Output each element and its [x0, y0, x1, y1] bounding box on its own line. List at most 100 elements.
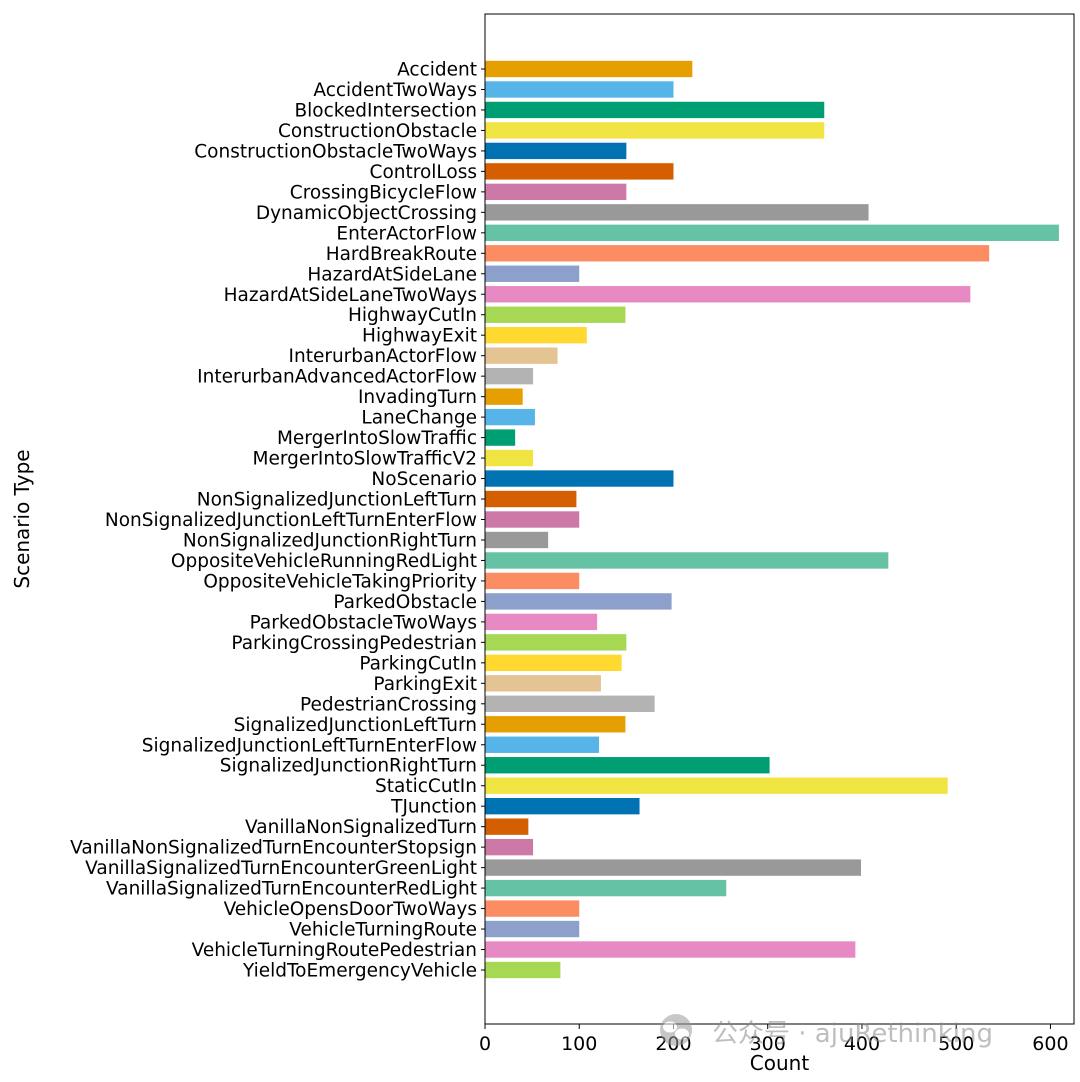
category-label: EnterActorFlow [336, 223, 477, 244]
bar-ParkingCutIn [485, 654, 622, 672]
category-label: InterurbanAdvancedActorFlow [197, 367, 477, 388]
category-label: LaneChange [361, 408, 477, 429]
x-tick-label: 300 [750, 1033, 786, 1055]
bar-Accident [485, 60, 693, 78]
bar-TJunction [485, 797, 640, 815]
bar-VehicleTurningRoute [485, 920, 580, 938]
bar-ParkedObstacle [485, 593, 672, 610]
category-label: ControlLoss [370, 162, 477, 183]
category-label: VanillaSignalizedTurnEncounterRedLight [106, 879, 477, 900]
bar-MergerIntoSlowTrafficV2 [485, 449, 534, 467]
x-tick-label: 500 [938, 1033, 974, 1055]
category-label: ParkingCutIn [359, 653, 477, 674]
category-label: HighwayExit [362, 326, 477, 347]
bar-HighwayCutIn [485, 306, 626, 323]
bar-HighwayExit [485, 327, 587, 344]
bar-VehicleOpensDoorTwoWays [485, 900, 580, 917]
bar-StaticCutIn [485, 777, 948, 794]
bar-VanillaSignalizedTurnEncounterGreenLight [485, 859, 862, 876]
category-label: ConstructionObstacle [278, 121, 477, 142]
category-labels: AccidentAccidentTwoWaysBlockedIntersecti… [70, 60, 477, 982]
category-label: MergerIntoSlowTrafficV2 [253, 449, 477, 470]
category-label: TJunction [390, 797, 477, 818]
bar-HardBreakRoute [485, 245, 990, 262]
category-label: VehicleTurningRoute [289, 920, 477, 941]
x-tick-label: 100 [561, 1033, 597, 1055]
bars-layer [485, 60, 1059, 979]
bar-OppositeVehicleTakingPriority [485, 572, 580, 590]
category-label: VehicleTurningRoutePedestrian [192, 940, 477, 961]
category-label: AccidentTwoWays [313, 80, 477, 101]
bar-HazardAtSideLane [485, 265, 580, 282]
category-label: VanillaNonSignalizedTurnEncounterStopsig… [70, 838, 477, 859]
bar-NonSignalizedJunctionLeftTurn [485, 490, 577, 508]
bar-SignalizedJunctionRightTurn [485, 757, 770, 774]
bar-CrossingBicycleFlow [485, 183, 627, 201]
bar-EnterActorFlow [485, 224, 1059, 242]
bar-YieldToEmergencyVehicle [485, 961, 561, 979]
bar-ParkingExit [485, 675, 601, 692]
category-label: VehicleOpensDoorTwoWays [224, 899, 477, 920]
category-label: HardBreakRoute [326, 244, 477, 265]
category-label: MergerIntoSlowTraffic [277, 428, 477, 449]
bar-DynamicObjectCrossing [485, 204, 869, 221]
category-label: VanillaNonSignalizedTurn [245, 817, 477, 838]
bar-InterurbanAdvancedActorFlow [485, 367, 534, 385]
category-label: NonSignalizedJunctionLeftTurnEnterFlow [105, 510, 477, 531]
category-label: VanillaSignalizedTurnEncounterGreenLight [85, 858, 477, 879]
category-label: ParkingExit [373, 674, 477, 695]
x-tick-label: 600 [1032, 1033, 1068, 1055]
category-label: Accident [397, 60, 477, 81]
bar-NonSignalizedJunctionLeftTurnEnterFlow [485, 511, 580, 528]
bar-InvadingTurn [485, 388, 523, 405]
category-label: OppositeVehicleTakingPriority [203, 571, 477, 592]
category-label: HazardAtSideLane [307, 264, 477, 285]
bar-VehicleTurningRoutePedestrian [485, 941, 856, 958]
bar-ConstructionObstacleTwoWays [485, 142, 627, 160]
category-label: ParkedObstacle [333, 592, 477, 613]
bar-OppositeVehicleRunningRedLight [485, 552, 889, 569]
category-label: ConstructionObstacleTwoWays [194, 141, 477, 162]
category-label: NonSignalizedJunctionLeftTurn [197, 490, 477, 511]
watermark: 公众号 · ajuRethinking [660, 1014, 993, 1049]
x-tick-label: 400 [844, 1033, 880, 1055]
bar-PedestrianCrossing [485, 695, 655, 712]
bar-VanillaNonSignalizedTurnEncounterStopsign [485, 838, 534, 856]
category-label: SignalizedJunctionLeftTurn [234, 715, 477, 736]
category-label: HighwayCutIn [348, 305, 477, 326]
bar-LaneChange [485, 408, 535, 426]
bar-AccidentTwoWays [485, 81, 674, 98]
y-ticks [481, 68, 485, 971]
category-label: NonSignalizedJunctionRightTurn [183, 530, 477, 551]
bar-BlockedIntersection [485, 101, 825, 119]
category-label: PedestrianCrossing [300, 694, 477, 715]
watermark-text: 公众号 · ajuRethinking [712, 1019, 993, 1049]
category-label: StaticCutIn [375, 776, 477, 797]
bar-SignalizedJunctionLeftTurnEnterFlow [485, 736, 600, 753]
category-label: SignalizedJunctionLeftTurnEnterFlow [142, 735, 477, 756]
category-label: DynamicObjectCrossing [256, 203, 477, 224]
category-label: HazardAtSideLaneTwoWays [224, 285, 477, 306]
bar-ControlLoss [485, 163, 674, 180]
bar-ParkingCrossingPedestrian [485, 634, 627, 651]
x-tick-label: 0 [479, 1033, 491, 1055]
bar-HazardAtSideLaneTwoWays [485, 286, 971, 303]
category-label: BlockedIntersection [294, 100, 477, 121]
bar-ParkedObstacleTwoWays [485, 613, 598, 631]
category-label: InvadingTurn [358, 387, 477, 408]
bar-InterurbanActorFlow [485, 347, 558, 364]
bar-NoScenario [485, 470, 674, 487]
category-label: YieldToEmergencyVehicle [242, 961, 477, 982]
bar-VanillaSignalizedTurnEncounterRedLight [485, 879, 727, 897]
wechat-icon [660, 1014, 692, 1046]
bar-SignalizedJunctionLeftTurn [485, 716, 626, 733]
category-label: CrossingBicycleFlow [290, 182, 477, 203]
x-axis-label: Count [750, 1051, 810, 1075]
category-label: ParkingCrossingPedestrian [231, 633, 477, 654]
bar-NonSignalizedJunctionRightTurn [485, 531, 549, 549]
category-label: OppositeVehicleRunningRedLight [171, 551, 477, 572]
category-label: InterurbanActorFlow [289, 346, 477, 367]
category-label: ParkedObstacleTwoWays [250, 612, 477, 633]
category-label: SignalizedJunctionRightTurn [220, 756, 477, 777]
